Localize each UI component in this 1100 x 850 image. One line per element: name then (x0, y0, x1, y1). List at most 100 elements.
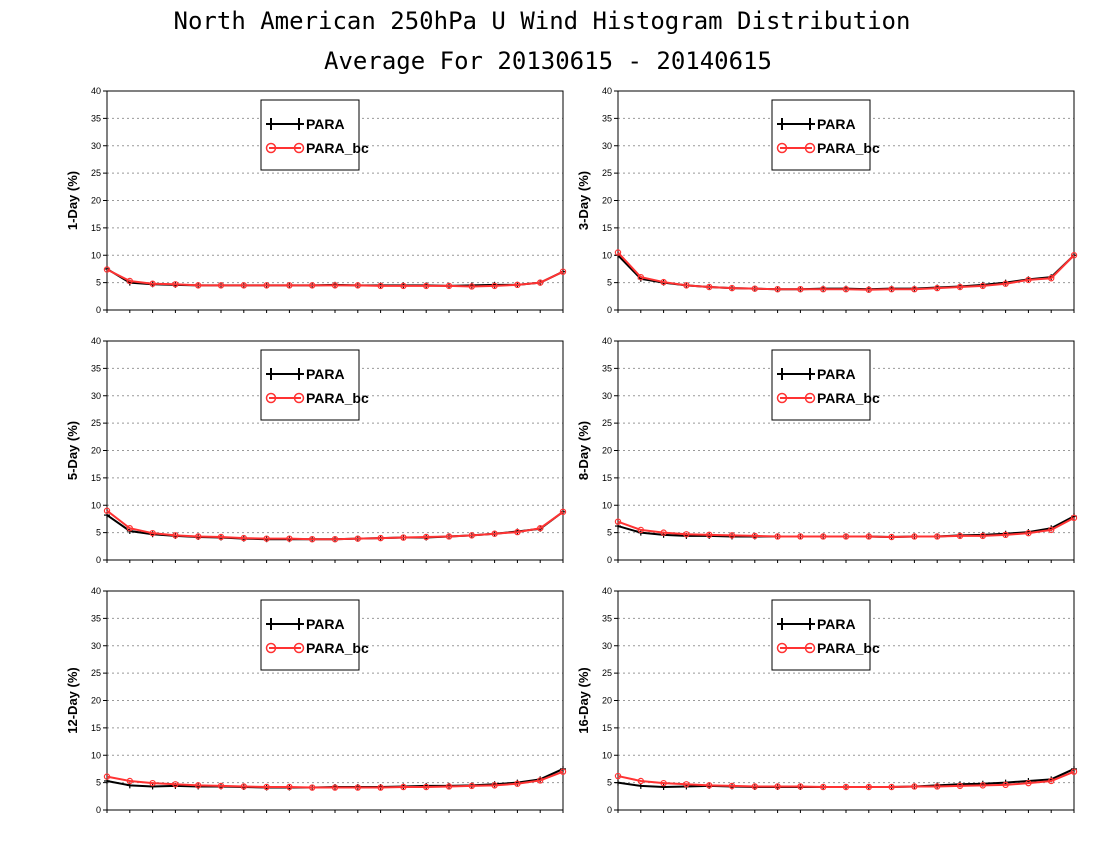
y-axis-label: 1-Day (%) (65, 171, 80, 230)
data-point (240, 783, 247, 790)
data-point (706, 531, 713, 539)
data-point (614, 249, 622, 256)
data-point (865, 783, 873, 791)
y-tick-label: 20 (91, 196, 101, 206)
figure-subtitle: Average For 20130615 - 20140615 (324, 47, 772, 75)
legend-label: PARA_bc (306, 140, 369, 156)
legend-label: PARA (306, 616, 345, 632)
data-point (217, 782, 225, 790)
data-point (1025, 529, 1032, 537)
y-axis-label: 16-Day (%) (576, 667, 591, 733)
y-tick-label: 25 (91, 668, 101, 678)
legend-box (260, 599, 360, 671)
data-point (263, 783, 270, 791)
data-point (637, 777, 645, 785)
data-point (888, 533, 895, 541)
data-point (423, 783, 430, 791)
legend-marker (805, 118, 815, 130)
data-point (865, 286, 873, 293)
y-tick-label: 10 (91, 250, 101, 260)
data-point (683, 531, 690, 538)
data-point (842, 783, 850, 791)
y-tick-label: 5 (607, 778, 612, 788)
data-point (1070, 252, 1078, 259)
legend-label: PARA_bc (817, 390, 880, 406)
data-point (286, 282, 293, 289)
data-point (400, 783, 407, 791)
data-point (956, 782, 964, 790)
data-point (377, 534, 384, 542)
y-tick-label: 35 (602, 113, 612, 123)
data-point (172, 532, 179, 539)
series-line (617, 770, 1075, 789)
y-tick-label: 40 (602, 336, 612, 346)
series-line (617, 516, 1075, 539)
y-tick-label: 15 (91, 223, 101, 233)
legend: PARA PARA_bc (260, 599, 369, 671)
data-point (377, 784, 384, 791)
plot-frame (617, 340, 1075, 561)
data-point (797, 783, 804, 790)
data-point (751, 532, 759, 540)
legend-marker (805, 368, 815, 380)
data-point (1047, 777, 1055, 785)
legend-marker (804, 392, 816, 404)
y-tick-label: 30 (91, 641, 101, 651)
legend-marker (265, 642, 277, 654)
series-line (106, 268, 564, 288)
data-point (934, 533, 941, 540)
data-point (331, 535, 339, 543)
legend-box (260, 99, 360, 171)
data-point (445, 533, 453, 540)
y-tick-label: 20 (602, 696, 612, 706)
data-point (614, 518, 622, 525)
y-tick-label: 40 (91, 86, 101, 96)
legend-label: PARA (817, 366, 856, 382)
data-point (1070, 768, 1078, 775)
plot-frame (617, 90, 1075, 311)
legend-marker (266, 618, 276, 630)
data-point (615, 779, 621, 786)
y-tick-label: 0 (96, 805, 101, 815)
data-point (172, 281, 179, 288)
data-point (400, 534, 407, 541)
legend-marker (294, 368, 304, 380)
data-point (728, 782, 736, 790)
legend-label: PARA_bc (306, 390, 369, 406)
y-tick-label: 20 (91, 446, 101, 456)
legend-box (771, 99, 871, 171)
data-point (514, 528, 521, 536)
y-tick-label: 10 (91, 750, 101, 760)
data-point (706, 782, 713, 789)
data-point (194, 533, 202, 540)
y-axis-label: 8-Day (%) (576, 421, 591, 480)
data-point (774, 533, 781, 540)
data-point (956, 283, 964, 291)
panel-grid: 0 5 10 15 20 25 30 35 40 1-Day (%) PARA PARA_bc 0 5 10… (65, 86, 1078, 815)
y-tick-label: 35 (91, 613, 101, 623)
y-tick-label: 0 (96, 305, 101, 315)
data-point (979, 282, 987, 290)
data-point (797, 533, 804, 540)
legend-marker (776, 142, 788, 154)
y-tick-label: 25 (602, 418, 612, 428)
plot-frame (106, 90, 564, 311)
data-point (217, 282, 225, 289)
data-point (774, 783, 781, 790)
data-point (683, 781, 690, 788)
legend: PARA PARA_bc (771, 599, 880, 671)
data-point (514, 780, 521, 787)
legend-marker (776, 392, 788, 404)
data-point (103, 266, 111, 273)
data-point (149, 783, 156, 790)
y-tick-label: 15 (91, 723, 101, 733)
data-point (911, 783, 918, 790)
data-point (660, 529, 667, 536)
data-point (888, 783, 895, 791)
y-tick-label: 5 (96, 778, 101, 788)
plot-frame (106, 340, 564, 561)
legend-marker (293, 392, 305, 404)
series-line (106, 770, 564, 789)
data-point (103, 773, 111, 780)
data-point (126, 777, 134, 785)
